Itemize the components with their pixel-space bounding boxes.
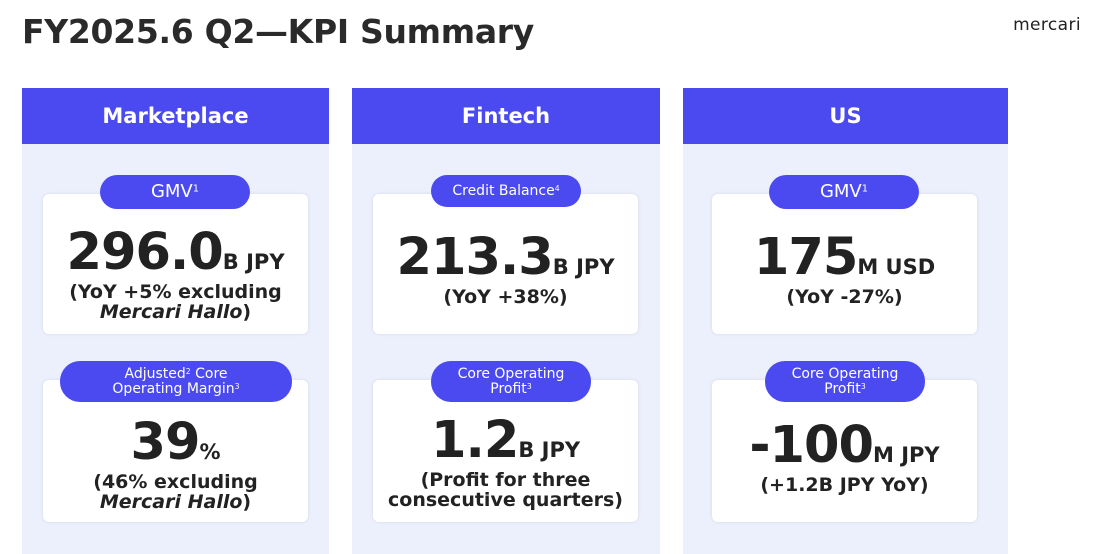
credit-balance-card: 213.3B JPY (YoY +38%)	[373, 194, 638, 334]
kpi-value: -100M JPY	[749, 416, 940, 476]
mercari-logo: mercari	[1013, 15, 1081, 35]
us-gmv-card: 175M USD (YoY -27%)	[712, 194, 977, 334]
core-operating-profit-label-pill: Core Operating Profit3	[431, 361, 591, 402]
kpi-note: (YoY +38%)	[443, 286, 568, 309]
column-header-us: US	[683, 88, 1008, 144]
marketplace-column: Marketplace 296.0B JPY (YoY +5% excludin…	[22, 88, 329, 554]
column-header-fintech: Fintech	[352, 88, 660, 144]
core-operating-profit-card: 1.2B JPY (Profit for three consecutive qu…	[373, 380, 638, 522]
kpi-value: 175M USD	[753, 228, 936, 288]
kpi-note: (46% excluding Mercari Hallo)	[93, 471, 258, 513]
us-core-operating-profit-card: -100M JPY (+1.2B JPY YoY)	[712, 380, 977, 522]
kpi-note: (YoY -27%)	[786, 286, 903, 309]
fintech-column: Fintech 213.3B JPY (YoY +38%) Credit Bal…	[352, 88, 660, 554]
page-title: FY2025.6 Q2—KPI Summary	[22, 12, 534, 51]
column-header-marketplace: Marketplace	[22, 88, 329, 144]
us-gmv-label-pill: GMV1	[769, 175, 919, 209]
core-operating-margin-label-pill: Adjusted2 Core Operating Margin3	[60, 361, 292, 402]
kpi-note: (Profit for three consecutive quarters)	[388, 469, 623, 511]
us-column: US 175M USD (YoY -27%) GMV1 -100M JPY (+…	[683, 88, 1008, 554]
kpi-value: 213.3B JPY	[396, 228, 615, 288]
gmv-label-pill: GMV1	[100, 175, 250, 209]
kpi-value: 39%	[130, 413, 221, 473]
gmv-card: 296.0B JPY (YoY +5% excluding Mercari Hal…	[43, 194, 308, 334]
kpi-note: (+1.2B JPY YoY)	[760, 474, 929, 497]
core-operating-margin-card: 39% (46% excluding Mercari Hallo)	[43, 380, 308, 522]
kpi-note: (YoY +5% excluding Mercari Hallo)	[69, 281, 282, 323]
us-core-operating-profit-label-pill: Core Operating Profit3	[765, 361, 925, 402]
credit-balance-label-pill: Credit Balance4	[431, 175, 581, 207]
kpi-value: 296.0B JPY	[66, 223, 285, 283]
kpi-value: 1.2B JPY	[430, 411, 581, 471]
